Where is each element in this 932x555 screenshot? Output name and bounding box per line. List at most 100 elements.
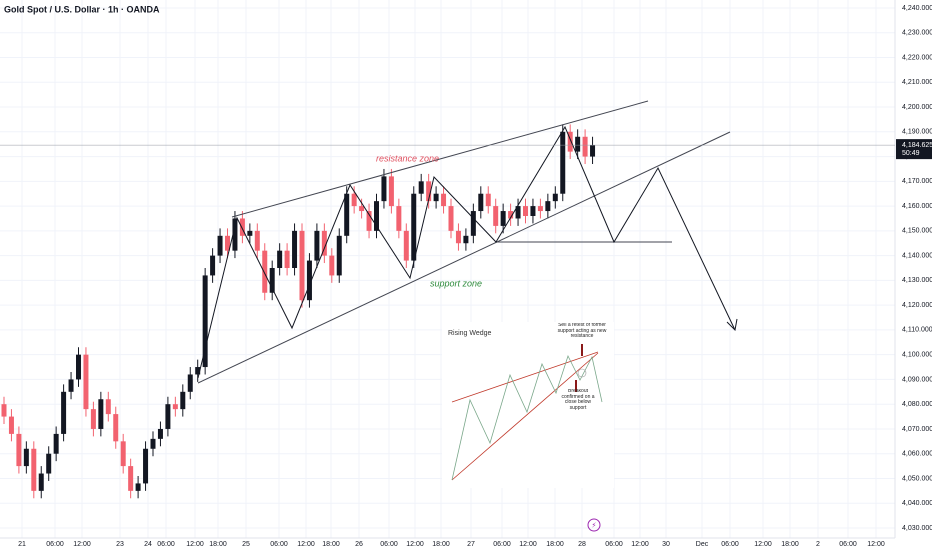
inset-circle xyxy=(577,368,587,378)
candle-body xyxy=(537,206,543,212)
candle-body xyxy=(403,230,409,261)
y-tick-label: 4,210.000 xyxy=(902,79,932,86)
last-price-label: 4,184.625 xyxy=(902,142,932,149)
candle-body xyxy=(247,230,253,236)
x-tick-label: 12:00 xyxy=(867,541,885,548)
y-tick-label: 4,070.000 xyxy=(902,426,932,433)
inset-sell-wrap: Sell a retest of former support acting a… xyxy=(557,323,607,339)
candle-body xyxy=(187,374,193,392)
candle-body xyxy=(1,404,7,417)
candle-body xyxy=(344,193,350,236)
candle-body xyxy=(143,448,149,484)
x-tick-label: 12:00 xyxy=(631,541,649,548)
candle-body xyxy=(560,131,566,194)
candle-body xyxy=(567,131,573,152)
candle-body xyxy=(16,433,22,467)
candle-body xyxy=(150,438,156,449)
last-price-box xyxy=(896,139,932,160)
candle-body xyxy=(470,211,476,236)
inset-breakout: Breakout confirmed on a close below supp… xyxy=(561,389,595,411)
support-line xyxy=(197,131,731,384)
candle-body xyxy=(552,193,558,202)
candle-body xyxy=(359,206,365,212)
y-tick-label: 4,100.000 xyxy=(902,352,932,359)
candle-body xyxy=(381,176,387,202)
x-tick-label: 06:00 xyxy=(839,541,857,548)
candle-body xyxy=(172,404,178,410)
x-tick-label: 25 xyxy=(242,541,250,548)
y-tick-label: 4,170.000 xyxy=(902,178,932,185)
candle-body xyxy=(83,354,89,410)
resistance-label: resistance zone xyxy=(376,153,439,163)
candle-body xyxy=(508,211,514,219)
x-tick-label: 18:00 xyxy=(781,541,799,548)
candle-body xyxy=(500,211,506,226)
y-tick-label: 4,240.000 xyxy=(902,5,932,12)
candle-body xyxy=(388,176,394,207)
candle-body xyxy=(463,235,469,244)
candle-body xyxy=(76,354,81,380)
x-tick-label: 06:00 xyxy=(157,541,175,548)
candle-body xyxy=(493,206,499,226)
candle-body xyxy=(441,193,447,207)
candle-body xyxy=(351,193,357,207)
candle-body xyxy=(366,211,372,231)
y-tick-label: 4,040.000 xyxy=(902,500,932,507)
x-tick-label: 12:00 xyxy=(754,541,772,548)
inset-sell: Sell a retest of former support acting a… xyxy=(557,323,607,339)
support-label: support zone xyxy=(430,278,482,288)
x-tick-label: 18:00 xyxy=(432,541,450,548)
x-tick-label: 18:00 xyxy=(209,541,227,548)
y-tick-label: 4,160.000 xyxy=(902,203,932,210)
y-tick-label: 4,150.000 xyxy=(902,228,932,235)
candle-body xyxy=(418,181,424,194)
candle-body xyxy=(157,428,163,439)
candle-body xyxy=(426,181,432,202)
x-tick-label: 06:00 xyxy=(46,541,64,548)
y-tick-label: 4,080.000 xyxy=(902,401,932,408)
y-tick-label: 4,220.000 xyxy=(902,54,932,61)
candle-body xyxy=(292,230,298,268)
y-tick-label: 4,090.000 xyxy=(902,376,932,383)
y-tick-label: 4,130.000 xyxy=(902,277,932,284)
inset-title: Rising Wedge xyxy=(448,330,492,337)
candle-body xyxy=(232,218,238,251)
x-tick-label: 24 xyxy=(144,541,152,548)
x-tick-label: 06:00 xyxy=(270,541,288,548)
candle-body xyxy=(575,136,581,152)
candle-body xyxy=(515,206,521,219)
candle-body xyxy=(120,441,126,467)
inset-zigzag xyxy=(451,354,603,481)
drawings xyxy=(197,100,738,384)
x-tick-label: 27 xyxy=(467,541,475,548)
candle-body xyxy=(590,145,596,157)
x-tick-label: 18:00 xyxy=(546,541,564,548)
candle-body xyxy=(113,414,119,442)
y-tick-label: 4,050.000 xyxy=(902,475,932,482)
candle-body xyxy=(545,201,551,212)
candle-body xyxy=(61,391,67,434)
x-tick-label: Dec xyxy=(696,541,709,548)
y-tick-label: 4,190.000 xyxy=(902,129,932,136)
candle-body xyxy=(90,409,96,429)
candle-body xyxy=(433,193,439,202)
inset: Rising Wedge Sell a retest of former sup… xyxy=(442,322,614,488)
y-tick-label: 4,060.000 xyxy=(902,451,932,458)
candle-body xyxy=(485,193,491,207)
candle-body xyxy=(277,250,283,268)
inset-breakout-wrap: Breakout confirmed on a close below supp… xyxy=(561,389,595,411)
countdown-label: 50:49 xyxy=(902,150,920,157)
event-icon-glyph: ⚡ xyxy=(592,521,597,529)
x-tick-label: 06:00 xyxy=(493,541,511,548)
candle-body xyxy=(314,230,320,261)
candle-body xyxy=(455,230,461,244)
candle-body xyxy=(128,466,134,491)
x-tick-label: 12:00 xyxy=(406,541,424,548)
candle-body xyxy=(239,218,245,236)
candle-body xyxy=(195,367,201,375)
candle-body xyxy=(478,193,484,212)
candle-body xyxy=(68,379,74,392)
candles xyxy=(1,124,596,499)
candle-body xyxy=(336,235,342,276)
